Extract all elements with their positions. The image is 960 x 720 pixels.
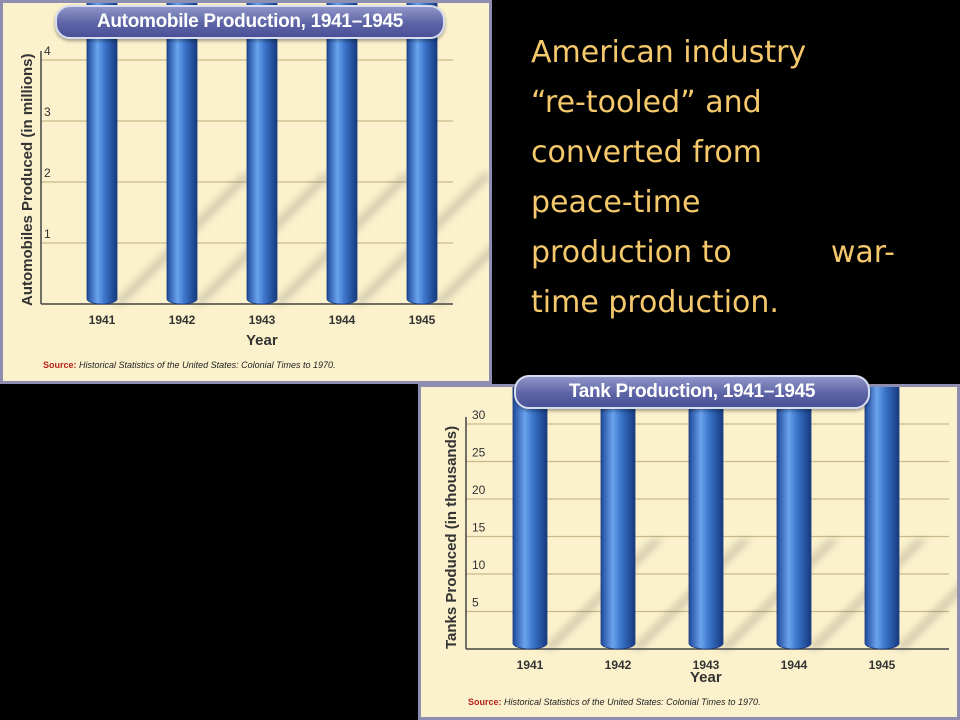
automobile-chart-plot: 12343,779,6281941222,8621942139194361019…	[40, 3, 489, 327]
automobile-x-tick-label: 1944	[329, 313, 356, 327]
tank-x-tick-label: 1944	[781, 658, 808, 672]
caption-line-4: peace-time	[531, 185, 701, 220]
automobile-source-text: Historical Statistics of the United Stat…	[79, 360, 336, 370]
tank-bar-shadow	[895, 587, 957, 649]
tank-bar-1941	[512, 387, 548, 650]
automobile-bar-1942	[167, 3, 197, 304]
tank-x-tick-label: 1941	[517, 658, 544, 672]
automobile-bar-1943	[246, 3, 278, 305]
automobile-x-tick-label: 1942	[169, 313, 196, 327]
caption-line-2: “re-tooled” and	[531, 85, 762, 120]
tank-chart-plot: 510152025304,203194123,884194229,4971943…	[465, 387, 957, 672]
tank-chart-panel: 510152025304,203194123,884194229,4971943…	[418, 375, 960, 720]
tank-source-note: Source: Historical Statistics of the Uni…	[468, 697, 761, 707]
automobile-y-tick-label: 2	[44, 166, 51, 180]
tank-x-tick-label: 1945	[869, 658, 896, 672]
tank-source-label: Source:	[468, 697, 502, 707]
automobile-y-axis-label: Automobiles Produced (in millions)	[19, 53, 36, 306]
automobile-chart-panel: 12343,779,6281941222,8621942139194361019…	[0, 0, 492, 384]
automobile-bar-1941	[87, 3, 117, 320]
caption-line-5: production to war-	[531, 228, 895, 278]
tank-y-tick-label: 20	[472, 483, 486, 497]
caption-line-6: time production.	[531, 285, 779, 320]
automobile-x-tick-label: 1941	[89, 313, 116, 327]
automobile-x-axis-label: Year	[246, 332, 278, 349]
automobile-x-tick-label: 1945	[409, 313, 436, 327]
tank-x-tick-label: 1942	[605, 658, 632, 672]
automobile-y-tick-label: 4	[44, 44, 51, 58]
automobile-y-tick-label: 1	[44, 227, 51, 241]
automobile-bar-1945	[406, 3, 438, 305]
automobile-bar-shadow	[433, 248, 489, 304]
tank-y-axis-label: Tanks Produced (in thousands)	[443, 425, 460, 649]
slide-caption: American industry “re-tooled” and conver…	[531, 28, 909, 328]
tank-x-tick-label: 1943	[693, 658, 720, 672]
tank-chart-title: Tank Production, 1941–1945	[514, 375, 870, 409]
automobile-bar-1944	[326, 3, 358, 305]
tank-bar-1944	[776, 387, 812, 650]
caption-line-1: American industry	[531, 35, 807, 70]
tank-source-text: Historical Statistics of the United Stat…	[504, 697, 761, 707]
tank-y-tick-label: 25	[472, 446, 486, 460]
tank-y-tick-label: 30	[472, 408, 486, 422]
tank-y-tick-label: 15	[472, 521, 486, 535]
tank-bar-1943	[688, 387, 724, 650]
caption-line-3: converted from	[531, 135, 763, 170]
tank-bar-1945	[864, 387, 900, 650]
tank-bar-1942	[600, 387, 636, 650]
caption-line-5-end: war-	[830, 235, 895, 270]
tank-x-axis-label: Year	[690, 669, 722, 686]
tank-y-tick-label: 5	[472, 596, 479, 610]
automobile-source-note: Source: Historical Statistics of the Uni…	[43, 360, 336, 370]
tank-y-tick-label: 10	[472, 558, 486, 572]
caption-line-5-start: production to	[531, 235, 732, 270]
automobile-source-label: Source:	[43, 360, 77, 370]
automobile-x-tick-label: 1943	[249, 313, 276, 327]
automobile-y-tick-label: 3	[44, 105, 51, 119]
automobile-chart-title: Automobile Production, 1941–1945	[55, 5, 445, 39]
